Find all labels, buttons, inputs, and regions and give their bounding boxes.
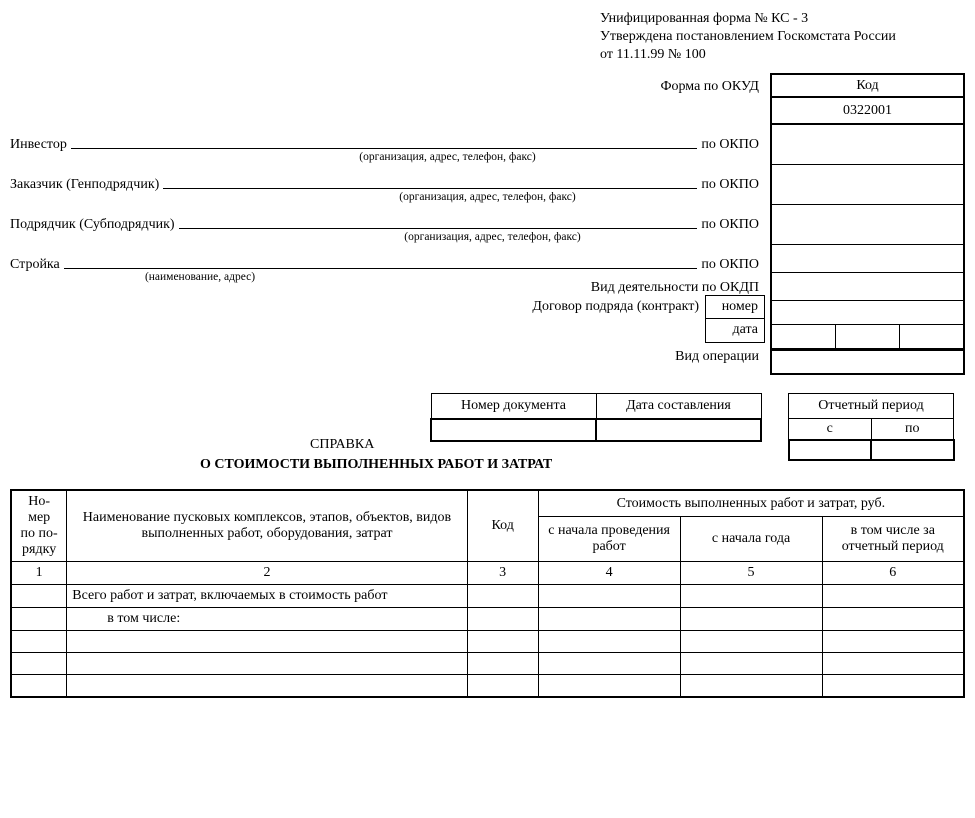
contract-number-cell	[770, 301, 965, 325]
investor-label: Инвестор	[10, 137, 67, 153]
col3-head: Код	[467, 490, 538, 562]
customer-row: Заказчик (Генподрядчик) по ОКПО	[10, 165, 765, 193]
activity-label: Вид деятельности по ОКДП	[390, 273, 765, 295]
contract-number-label: номер	[705, 295, 765, 319]
okud-value: 0322001	[770, 97, 965, 125]
site-right: по ОКПО	[701, 257, 765, 273]
customer-label: Заказчик (Генподрядчик)	[10, 177, 159, 193]
doc-no-cell	[431, 419, 596, 441]
period-from-head: с	[789, 418, 872, 440]
cell-r2-c4	[538, 608, 680, 631]
doc-number-date-box: Номер документа Дата составления	[430, 393, 762, 442]
contractor-label: Подрядчик (Субподрядчик)	[10, 217, 175, 233]
cell-r1-c3	[467, 585, 538, 608]
site-sub: (наименование, адрес)	[10, 271, 390, 285]
okud-label: Форма по ОКУД	[10, 73, 765, 97]
col4c-head: в том числе за отчетный период	[822, 517, 964, 562]
contract-date-cells	[770, 325, 965, 349]
doc-meta-area: Номер документа Дата составления Отчетны…	[10, 393, 965, 462]
okdp-cell	[770, 273, 965, 301]
operation-cell	[770, 349, 965, 375]
investor-row: Инвестор по ОКПО	[10, 125, 765, 153]
col4b-head: с начала года	[680, 517, 822, 562]
okpo-contractor-cell	[770, 205, 965, 245]
left-labels: Форма по ОКУД Инвестор по ОКПО (организа…	[10, 73, 765, 369]
site-row: Стройка по ОКПО	[10, 245, 765, 273]
contract-date-label: дата	[705, 319, 765, 343]
col2-head: Наименование пусковых комплексов, этапов…	[67, 490, 467, 562]
cell-r1-c5	[680, 585, 822, 608]
period-to-head: по	[871, 418, 954, 440]
cell-r2-c1	[11, 608, 67, 631]
form-header: Унифицированная форма № КС - 3 Утвержден…	[600, 10, 965, 65]
cell-r1-c4	[538, 585, 680, 608]
code-title: Код	[770, 73, 965, 97]
cell-r1-c6	[822, 585, 964, 608]
n3: 3	[467, 562, 538, 585]
n2: 2	[67, 562, 467, 585]
cell-r2-c3	[467, 608, 538, 631]
n5: 5	[680, 562, 822, 585]
n6: 6	[822, 562, 964, 585]
operation-label: Вид операции	[10, 343, 765, 369]
contractor-row: Подрядчик (Субподрядчик) по ОКПО	[10, 205, 765, 233]
customer-sub: (организация, адрес, телефон, факс)	[10, 191, 765, 205]
period-head: Отчетный период	[789, 393, 954, 418]
header-line2: Утверждена постановлением Госкомстата Ро…	[600, 28, 965, 46]
cell-r1-c1	[11, 585, 67, 608]
okpo-customer-cell	[770, 165, 965, 205]
doc-date-cell	[596, 419, 761, 441]
cell-r2-c5	[680, 608, 822, 631]
contractor-right: по ОКПО	[701, 217, 765, 233]
n4: 4	[538, 562, 680, 585]
period-from-cell	[789, 440, 872, 460]
okpo-investor-cell	[770, 125, 965, 165]
customer-right: по ОКПО	[701, 177, 765, 193]
header-line3: от 11.11.99 № 100	[600, 46, 965, 64]
code-column: Код 0322001	[770, 73, 965, 375]
investor-sub: (организация, адрес, телефон, факс)	[10, 151, 765, 165]
cell-r2-c6	[822, 608, 964, 631]
cell-r2-c2: в том числе:	[67, 608, 467, 631]
doc-no-head: Номер документа	[431, 393, 596, 419]
col4a-head: с начала проведения работ	[538, 517, 680, 562]
okpo-site-cell	[770, 245, 965, 273]
col1-head: Но- мер по по- рядку	[11, 490, 67, 562]
contract-label: Договор подряда (контракт)	[532, 295, 705, 319]
n1: 1	[11, 562, 67, 585]
col4-group-head: Стоимость выполненных работ и затрат, ру…	[538, 490, 964, 517]
contractor-sub: (организация, адрес, телефон, факс)	[10, 231, 765, 245]
period-to-cell	[871, 440, 954, 460]
header-line1: Унифицированная форма № КС - 3	[600, 10, 965, 28]
period-box: Отчетный период с по	[788, 393, 955, 462]
investor-right: по ОКПО	[701, 137, 765, 153]
doc-date-head: Дата составления	[596, 393, 761, 419]
main-table: Но- мер по по- рядку Наименование пусков…	[10, 489, 965, 698]
cell-r1-c2: Всего работ и затрат, включаемых в стоим…	[67, 585, 467, 608]
